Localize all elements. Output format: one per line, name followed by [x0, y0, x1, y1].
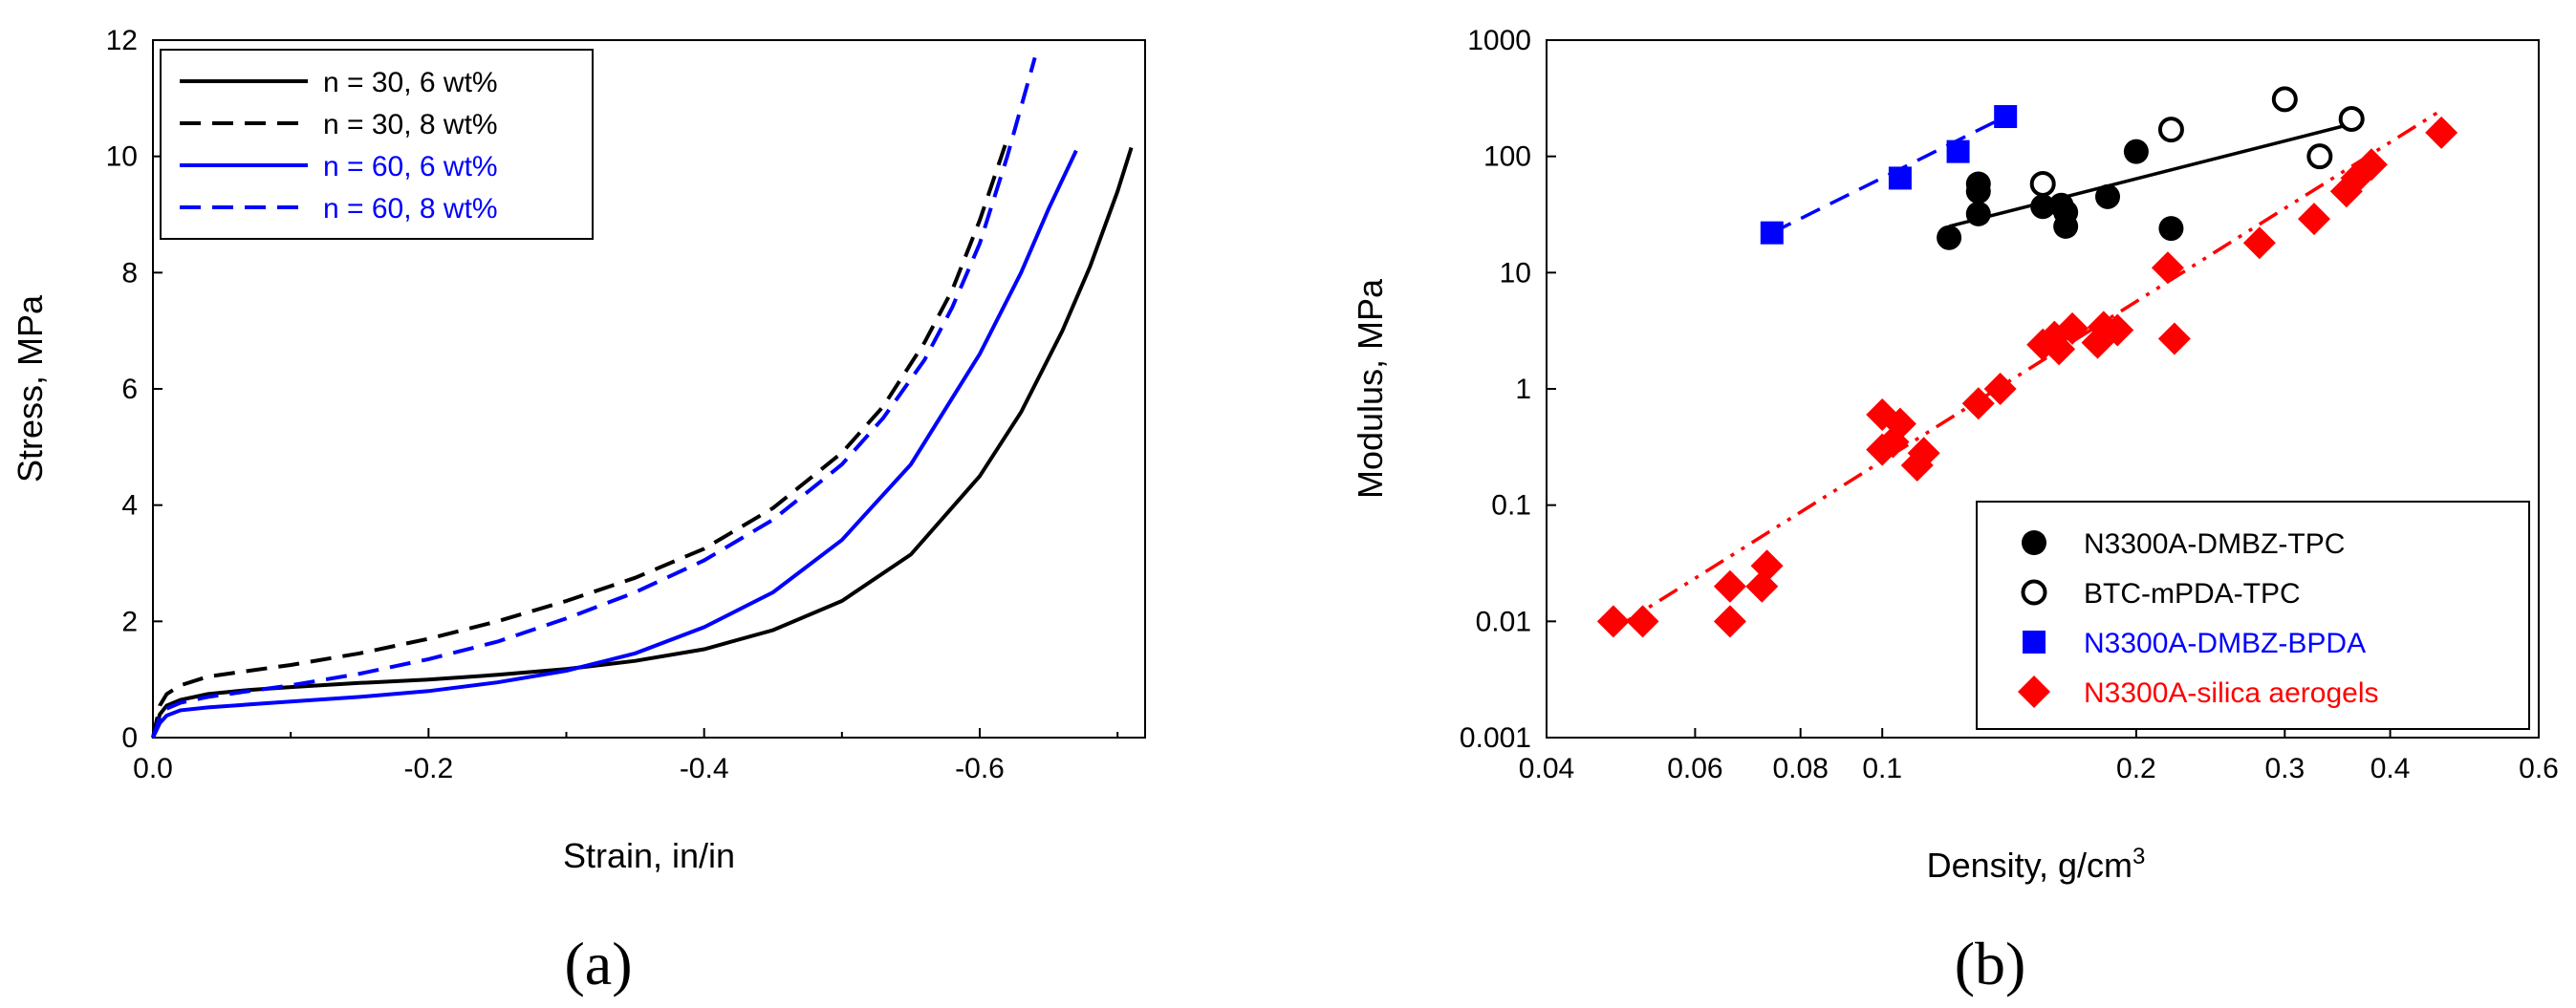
panel-b-legend-label-3: N3300A-DMBZ-BPDA — [2084, 628, 2366, 659]
panel-b-point-s4-28 — [2354, 148, 2388, 182]
panel-b-legend-marker-2 — [2021, 579, 2047, 606]
panel-a-stress-strain-chart: 0 2 4 6 8 10 12 0.0 -0.2 -0.4 -0.6 Stress, MPa Str… — [11, 25, 1146, 997]
panel-b-point-s4-18 — [2056, 311, 2089, 345]
panel-b-y-tick-label: 100 — [1483, 141, 1531, 173]
panel-b-point-s4-24 — [2242, 226, 2276, 260]
panel-b-point-s4-4 — [1713, 569, 1746, 603]
panel-b-y-tick-label: 0.01 — [1476, 606, 1531, 637]
panel-b-x-tick-label: 0.3 — [2264, 753, 2305, 784]
panel-a-y-tick-label: 12 — [106, 25, 138, 56]
panel-a-series-line-2 — [151, 138, 1009, 739]
panel-b-y-tick-label: 0.1 — [1491, 490, 1531, 522]
panel-a-series-line-4 — [151, 56, 1037, 739]
panel-b-point-s1-11 — [2158, 216, 2184, 242]
panel-a-series-line-1 — [151, 146, 1134, 739]
panel-b-x-tick-label: 0.1 — [1862, 753, 1902, 784]
panel-a-legend: n = 30, 6 wt% n = 30, 8 wt% n = 60, 6 wt% n… — [160, 49, 594, 240]
panel-b-point-s3-3 — [1946, 139, 1970, 163]
panel-b-point-s2-4 — [2306, 143, 2333, 170]
panel-b-legend-box — [1976, 501, 2530, 730]
panel-b-modulus-density-chart: 0.001 0.01 0.1 1 10 100 1000 0.04 0.06 0.08 0.1 0.2… — [1351, 25, 2559, 997]
panel-a-legend-label-3: n = 60, 6 wt% — [323, 151, 498, 182]
panel-a-legend-label-1: n = 30, 6 wt% — [323, 67, 498, 98]
panel-b-point-s4-21 — [2101, 313, 2134, 347]
panel-b-point-s4-29 — [2425, 116, 2458, 149]
panel-b-x-tick-label: 0.06 — [1667, 753, 1722, 784]
panel-b-point-s4-22 — [2151, 251, 2184, 285]
panel-b-legend-marker-3 — [2023, 631, 2046, 654]
panel-b-point-s4-23 — [2157, 322, 2191, 355]
panel-b-point-s4-2 — [1626, 605, 1659, 638]
panel-b-y-tick-label: 0.001 — [1460, 722, 1531, 754]
panel-b-point-s2-5 — [2338, 105, 2365, 132]
panel-b-point-s3-1 — [1760, 221, 1784, 245]
panel-a-legend-label-2: n = 30, 8 wt% — [323, 109, 498, 140]
panel-b-x-axis-label: Density, g/cm3 — [1927, 844, 2146, 885]
panel-b-x-tick-label: 0.2 — [2116, 753, 2156, 784]
panel-b-x-tick-label: 0.04 — [1519, 753, 1574, 784]
panel-b-y-tick-label: 1000 — [1467, 25, 1531, 56]
panel-b-point-s1-5 — [2030, 194, 2056, 220]
panel-b-y-tick-label: 1 — [1515, 374, 1531, 405]
panel-b-fit-line-1 — [1948, 122, 2352, 228]
panel-b-x-tick-label: 0.4 — [2370, 753, 2411, 784]
panel-b-point-s3-4 — [1994, 105, 2018, 129]
panel-a-x-axis-label: Strain, in/in — [563, 836, 735, 875]
panel-b-x-axis-label-superscript: 3 — [2132, 844, 2145, 869]
panel-b-legend-label-1: N3300A-DMBZ-TPC — [2084, 528, 2345, 560]
panel-b-point-s1-4 — [1965, 171, 1991, 197]
panel-a-x-tick-label: -0.2 — [403, 753, 453, 784]
panel-a-series-line-3 — [151, 149, 1078, 739]
panel-b-point-s1-1 — [1937, 225, 1962, 250]
panel-a-y-axis-label: Stress, MPa — [11, 294, 50, 483]
panel-a-label: (a) — [564, 930, 632, 997]
panel-b-point-s4-3 — [1713, 605, 1746, 638]
panel-b-point-s1-9 — [2095, 183, 2121, 209]
panel-b-legend-marker-4 — [2018, 676, 2050, 708]
panel-b-x-tick-label: 0.08 — [1772, 753, 1828, 784]
panel-b-point-s1-2 — [1965, 201, 1991, 226]
panel-b-label: (b) — [1955, 930, 2026, 997]
panel-b-legend-label-2: BTC-mPDA-TPC — [2084, 578, 2301, 610]
panel-b-point-s4-25 — [2297, 203, 2330, 236]
panel-a-x-tick-label: -0.6 — [955, 753, 1005, 784]
panel-a-y-tick-label: 10 — [106, 141, 138, 173]
panel-b-x-tick-label: 0.6 — [2519, 753, 2559, 784]
panel-b-point-s4-14 — [1983, 373, 2017, 405]
panel-b-point-s1-10 — [2123, 139, 2149, 164]
panel-a-x-tick-label: -0.4 — [680, 753, 729, 784]
panel-a-y-tick-label: 6 — [121, 374, 138, 405]
panel-a-x-tick-label: 0.0 — [133, 753, 173, 784]
panel-a-y-tick-label: 2 — [121, 606, 138, 637]
panel-b-point-s4-1 — [1596, 605, 1630, 638]
panel-b-point-s4-12 — [1907, 437, 1940, 470]
panel-b-x-axis-label-text: Density, g/cm — [1927, 846, 2132, 885]
panel-b-point-s3-2 — [1888, 166, 1912, 190]
panel-b-point-s1-8 — [2053, 200, 2079, 225]
panel-b-legend: N3300A-DMBZ-TPC BTC-mPDA-TPC N3300A-DMBZ-B… — [1976, 501, 2530, 730]
panel-b-point-s4-13 — [1961, 387, 1995, 420]
panel-b-y-axis-label: Modulus, MPa — [1351, 278, 1390, 499]
panel-a-y-tick-label: 0 — [121, 722, 138, 754]
panel-b-legend-marker-1 — [2022, 530, 2046, 555]
panel-b-point-s2-1 — [2029, 170, 2056, 197]
panel-a-legend-label-4: n = 60, 8 wt% — [323, 193, 498, 225]
panel-b-point-s4-17 — [2043, 332, 2076, 366]
panel-b-legend-label-4: N3300A-silica aerogels — [2084, 677, 2379, 709]
panel-a-y-tick-label: 8 — [121, 257, 138, 289]
panel-a-y-tick-label: 4 — [121, 490, 138, 522]
panel-b-y-tick-label: 10 — [1500, 257, 1531, 289]
panel-b-point-s4-10 — [1883, 407, 1916, 440]
panel-b-point-s2-3 — [2271, 86, 2298, 113]
panel-b-point-s2-2 — [2157, 117, 2184, 143]
panel-b-point-s4-6 — [1750, 549, 1784, 583]
